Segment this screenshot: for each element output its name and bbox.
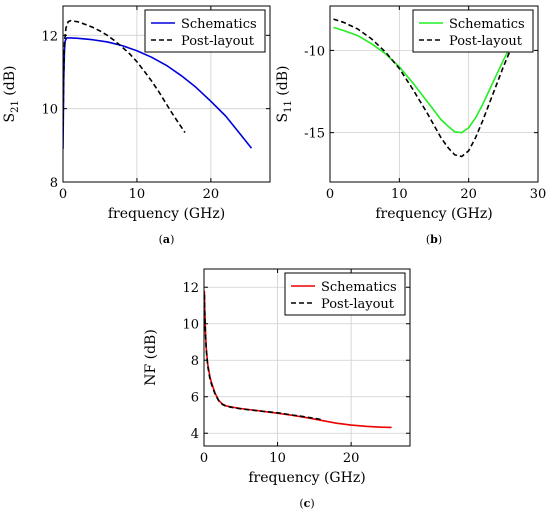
panel-label: (b) [426,233,442,246]
panel-label-letter: c [304,497,311,510]
legend-label: Post-layout [449,34,523,49]
plot-frame [62,5,271,183]
y-axis-label-sub: 21 [10,100,21,113]
y-tick-label: 8 [191,354,199,369]
x-tick-label: 10 [269,451,286,466]
legend-label: Post-layout [181,34,255,49]
legend-label: Post-layout [321,297,395,312]
y-tick-label: 12 [41,29,58,44]
x-tick-label: 20 [203,187,220,202]
legend-box [412,9,534,53]
x-tick-label: 20 [343,451,360,466]
legend: Schematics Post-layout [284,272,406,316]
y-tick-label: 4 [191,427,199,442]
x-tick-label: 0 [326,187,334,202]
x-tick-label: 10 [129,187,146,202]
panel-label-close: ) [310,497,314,510]
y-tick-label: -15 [304,127,325,142]
legend-box [284,272,406,316]
y-axis-label-sub: 11 [283,100,294,113]
chart-panel-a: 0 10 20 8 10 12 frequency (GHz) S21 (dB) Schemat… [2,5,271,246]
panel-label-letter: a [163,233,170,246]
panel-label: (a) [159,233,175,246]
legend-label: Schematics [321,280,397,295]
legend: Schematics Post-layout [412,9,534,53]
y-tick-label: -10 [304,44,325,59]
y-axis-label-unit: (dB) [143,329,159,364]
y-axis-label-unit: (dB) [2,66,18,101]
y-tick-label: 10 [182,318,199,333]
y-axis-label: S21 (dB) [2,66,21,123]
legend-box [144,9,266,53]
panel-label: (c) [299,497,314,510]
series-line-schematics [333,26,520,134]
panel-label-close: ) [438,233,442,246]
series-line-post-layout [63,19,186,133]
x-axis-label: frequency (GHz) [375,206,492,222]
chart-panel-b: 0 10 20 30 -15 -10 frequency (GHz) S11 (dB) Sche… [275,5,547,246]
y-axis-label-main: S [275,113,291,123]
x-axis-label: frequency (GHz) [108,206,225,222]
y-tick-label: 10 [41,103,58,118]
legend-label: Schematics [181,17,257,32]
panel-label-open: ( [159,233,163,246]
y-tick-label: 12 [182,281,199,296]
legend-label: Schematics [449,17,525,32]
panel-label-open: ( [299,497,303,510]
x-tick-label: 30 [530,187,547,202]
y-axis-label-unit: (dB) [275,66,291,101]
panel-label-close: ) [170,233,174,246]
x-tick-label: 0 [59,187,67,202]
x-axis-label: frequency (GHz) [248,470,365,486]
x-tick-label: 20 [460,187,477,202]
y-tick-label: 6 [191,391,199,406]
panel-label-letter: b [430,233,438,246]
y-axis-label-main: NF [143,364,159,386]
y-tick-label: 8 [50,176,58,191]
legend: Schematics Post-layout [144,9,266,53]
chart-panel-c: 0 10 20 4 6 8 10 12 frequency (GHz) NF (dB) Schema… [143,268,411,510]
x-tick-label: 10 [391,187,408,202]
series-line-post-layout [204,294,322,421]
series-line-schematics [63,37,253,150]
plot-frame [203,268,411,447]
plot-frame [329,5,539,183]
panel-label-open: ( [426,233,430,246]
x-tick-label: 0 [200,451,208,466]
y-axis-label-main: S [2,113,18,123]
y-axis-label: S11 (dB) [275,66,294,123]
y-axis-label: NF (dB) [143,329,159,386]
